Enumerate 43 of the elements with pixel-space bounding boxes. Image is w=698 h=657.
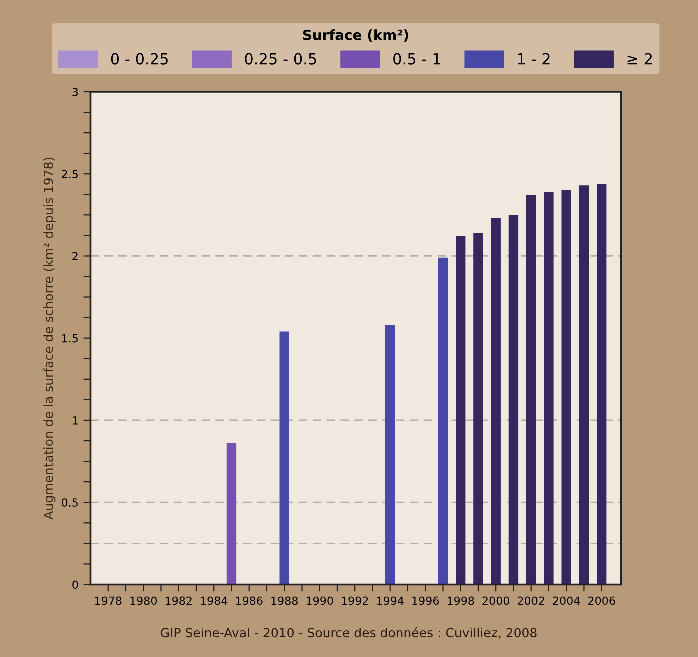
bar [596,184,607,585]
bar [508,215,519,585]
y-tick-label: 3 [72,88,78,96]
y-tick-label: 2 [72,252,78,260]
x-tick-label: 1998 [448,596,474,606]
x-tick-label: 1992 [342,596,368,606]
x-tick-label: 2002 [518,596,544,606]
y-tick-label: 0.5 [62,498,78,507]
bar [544,192,554,585]
bar [562,190,572,585]
legend-label: 0 - 0.25 [111,53,168,65]
x-tick-label: 2000 [482,596,510,606]
y-tick-label: 0 [72,580,78,590]
x-tick-label: 2004 [553,596,580,606]
x-tick-label: 1994 [377,596,404,606]
legend-label: 0.25 - 0.5 [245,53,316,65]
bar [386,325,396,585]
x-tick-label: 1980 [130,596,158,606]
bar [491,218,501,585]
x-tick-label: 1996 [412,596,440,606]
y-axis-title: Augmentation de la surface de schorre (km² depuis 1978) [44,158,56,520]
x-tick-label: 1986 [236,596,263,606]
y-tick-label: 1.5 [62,334,78,343]
x-tick-label: 1990 [306,596,334,606]
bar [579,186,590,585]
bar [474,233,484,585]
x-tick-label: 2006 [588,596,616,606]
text: GIP Seine-Aval - 2010 - Source des données : Cuvilliez, 2008 [161,627,537,639]
x-tick-label: 1978 [95,596,122,606]
x-tick-label: 1988 [272,596,298,606]
bar [226,443,237,585]
legend-label: ≥ 2 [628,53,652,65]
legend-label: 0.5 - 1 [394,53,440,65]
bar [438,258,448,585]
legend-label: 1 - 2 [518,53,550,65]
bar [280,332,290,585]
bar [526,195,536,585]
y-tick-label: 1 [73,416,78,425]
legend-title: Surface (km²) [303,30,408,42]
y-tick-label: 2.5 [62,170,78,178]
bar [456,236,466,585]
x-tick-label: 1982 [166,596,192,606]
x-tick-label: 1984 [201,596,228,606]
